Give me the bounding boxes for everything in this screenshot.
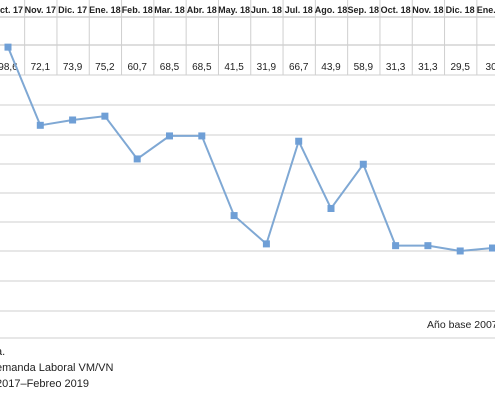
value-labels: 98,6 72,1 73,9 75,2 60,7 68,5 68,5 41,5 31,9 66,7… [0, 62, 495, 73]
data-point [198, 132, 206, 140]
data-point [456, 247, 464, 255]
value-label: 29,5 [450, 62, 470, 73]
value-label: 60,7 [127, 62, 147, 73]
value-label: 58,9 [354, 62, 374, 73]
category-label: Nov. 17 [25, 5, 56, 15]
category-label: Mar. 18 [154, 5, 185, 15]
category-label: Dic. 18 [446, 5, 475, 15]
category-label: Jun. 18 [251, 5, 282, 15]
plot-background [0, 0, 495, 345]
category-label: Jul. 18 [285, 5, 313, 15]
data-point [359, 160, 367, 168]
data-point [295, 137, 303, 145]
category-label: Sep. 18 [348, 5, 380, 15]
data-point [36, 121, 44, 129]
category-label: Ago. 18 [315, 5, 348, 15]
category-label: Nov. 18 [412, 5, 443, 15]
data-point [424, 242, 432, 250]
data-point [230, 212, 238, 220]
category-label: Dic. 17 [58, 5, 87, 15]
footer-line-2: emanda Laboral VM/VN [0, 362, 114, 374]
value-label: 43,9 [321, 62, 341, 73]
value-label: 30, [486, 62, 495, 73]
value-label: 98,6 [0, 62, 18, 73]
data-point [69, 116, 77, 124]
category-label: Ene. 18 [89, 5, 121, 15]
data-point [4, 43, 12, 51]
data-point [327, 204, 335, 212]
category-label: Ene. 19 [477, 5, 495, 15]
chart-footer: a. emanda Laboral VM/VN 2017–Febreo 2019 [0, 344, 495, 392]
footer-line-3: 2017–Febreo 2019 [0, 378, 89, 390]
category-label: Feb. 18 [122, 5, 153, 15]
data-point [166, 132, 173, 140]
data-point [133, 155, 141, 163]
gridlines [0, 0, 495, 339]
base-year-annotation: Año base 2007 [427, 319, 495, 331]
value-label: 41,5 [224, 62, 244, 73]
value-label: 31,9 [257, 62, 277, 73]
series-line [7, 46, 493, 252]
value-label: 66,7 [289, 62, 309, 73]
value-label: 72,1 [31, 62, 51, 73]
category-label: Oct. 18 [381, 5, 411, 15]
footer-line-1: a. [0, 346, 6, 358]
value-label: 31,3 [386, 62, 406, 73]
category-label: May. 18 [218, 5, 250, 15]
category-label: Abr. 18 [187, 5, 217, 15]
value-label: 73,9 [63, 62, 83, 73]
value-label: 68,5 [160, 62, 180, 73]
data-point [392, 242, 400, 250]
data-point [489, 244, 495, 252]
value-label: 75,2 [95, 62, 115, 73]
category-label: Oct. 17 [0, 5, 23, 15]
value-label: 68,5 [192, 62, 212, 73]
data-markers [4, 43, 495, 255]
data-point [262, 240, 270, 248]
data-point [101, 112, 109, 120]
value-label: 31,3 [418, 62, 438, 73]
